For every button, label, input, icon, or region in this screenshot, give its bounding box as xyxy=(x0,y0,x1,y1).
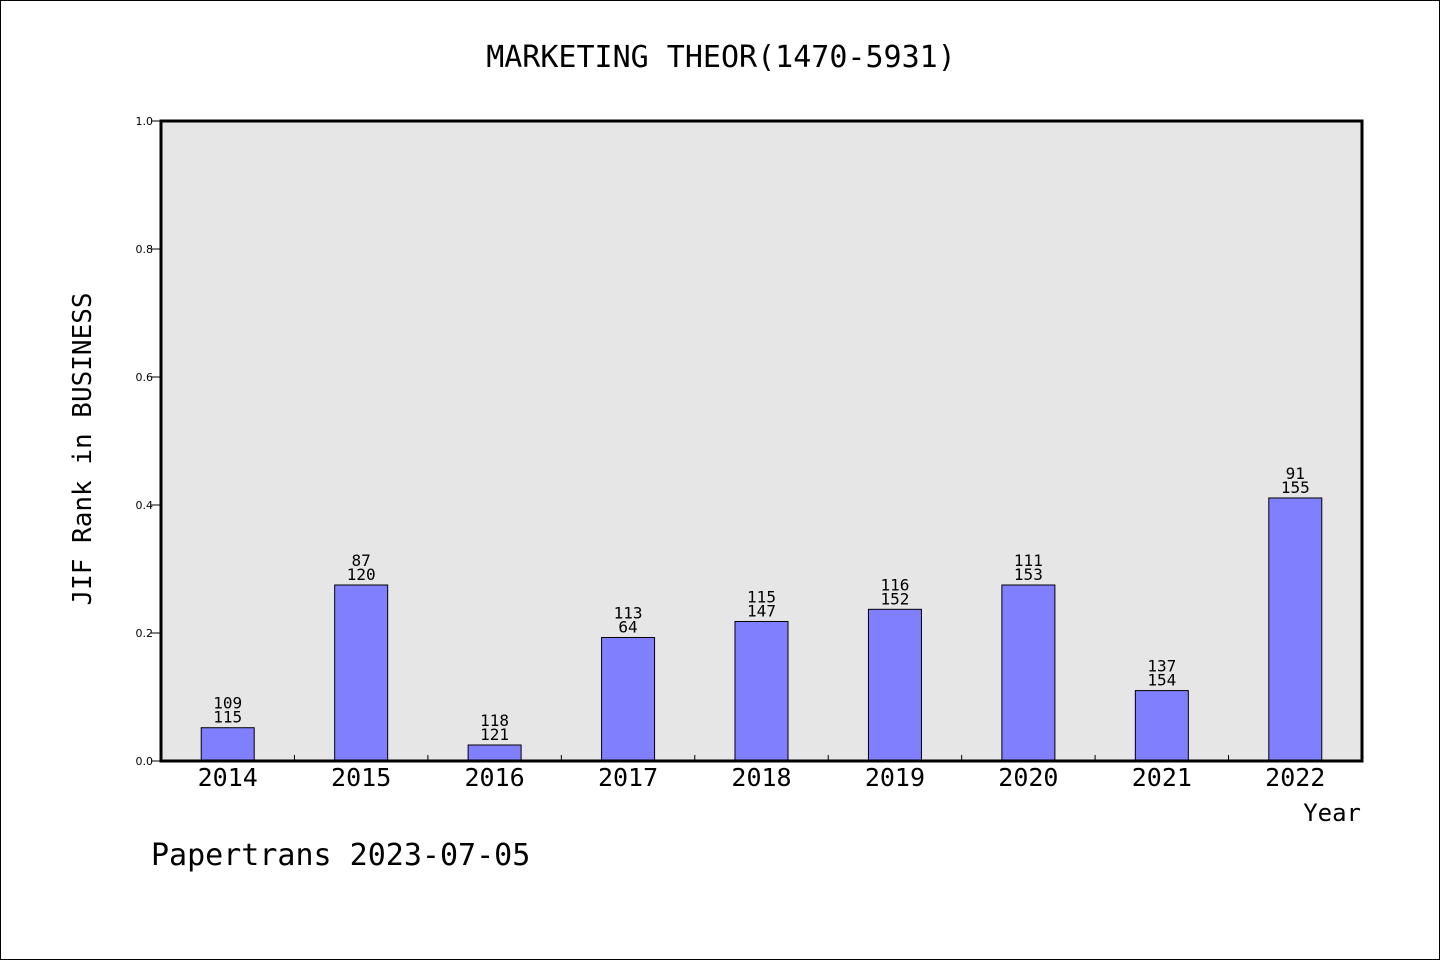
bar-2015 xyxy=(334,584,389,762)
footer-stamp: Papertrans 2023-07-05 xyxy=(151,838,530,873)
bar-label-top: 109 xyxy=(213,694,242,713)
bar-2014 xyxy=(200,727,255,762)
x-tick-label: 2022 xyxy=(1265,763,1325,792)
x-tick-label: 2021 xyxy=(1132,763,1192,792)
bar-label-bottom: 153 xyxy=(1014,565,1043,584)
x-tick-label: 2016 xyxy=(465,763,525,792)
bar-label-top: 91 xyxy=(1286,464,1305,483)
chart-title: MARKETING THEOR(1470-5931) xyxy=(486,40,956,75)
bar-label-top: 111 xyxy=(1014,551,1043,570)
y-tick-label: 0.4 xyxy=(136,499,154,512)
axis-ticks: 0.0 0.2 0.4 0.6 0.8 1.0 2014 2015 2016 2017 2018 20… xyxy=(136,115,1326,792)
x-tick-label: 2020 xyxy=(998,763,1058,792)
x-tick-label: 2017 xyxy=(598,763,658,792)
plot-frame xyxy=(159,119,1364,763)
y-tick-label: 1.0 xyxy=(136,115,154,128)
bar-label-bottom: 155 xyxy=(1281,478,1310,497)
x-tick-label: 2015 xyxy=(331,763,391,792)
bar-label-bottom: 115 xyxy=(213,708,242,727)
bar-label-bottom: 121 xyxy=(480,725,509,744)
bar-2020 xyxy=(1001,584,1056,762)
bar-2022 xyxy=(1268,497,1323,762)
x-tick-label: 2014 xyxy=(198,763,258,792)
bar-2017 xyxy=(601,636,656,762)
x-tick-label: 2019 xyxy=(865,763,925,792)
bar-label-top: 137 xyxy=(1147,657,1176,676)
x-tick-label: 2018 xyxy=(731,763,791,792)
bar-label-bottom: 154 xyxy=(1147,671,1176,690)
bar-label-bottom: 152 xyxy=(880,589,909,608)
y-axis-label: JIF Rank in BUSINESS xyxy=(68,292,98,605)
bar-label-top: 118 xyxy=(480,711,509,730)
bar-2021 xyxy=(1134,690,1189,762)
bar-label-top: 115 xyxy=(747,587,776,606)
bars xyxy=(200,497,1323,762)
bar-2016 xyxy=(467,744,522,762)
y-tick-label: 0.8 xyxy=(136,243,154,256)
bar-label-bottom: 64 xyxy=(618,617,637,636)
bar-label-top: 113 xyxy=(614,603,643,622)
bar-2019 xyxy=(867,608,922,762)
bar-2018 xyxy=(734,620,789,762)
bar-label-top: 116 xyxy=(880,575,909,594)
y-tick-label: 0.2 xyxy=(136,627,154,640)
bar-label-bottom: 120 xyxy=(347,565,376,584)
bar-label-bottom: 147 xyxy=(747,601,776,620)
y-tick-label: 0.6 xyxy=(136,371,154,384)
bar-labels: 1091158712011812111364115147116152111153… xyxy=(213,464,1309,744)
bar-label-top: 87 xyxy=(352,551,371,570)
y-tick-label: 0.0 xyxy=(136,755,154,768)
x-axis-label: Year xyxy=(1303,799,1361,827)
